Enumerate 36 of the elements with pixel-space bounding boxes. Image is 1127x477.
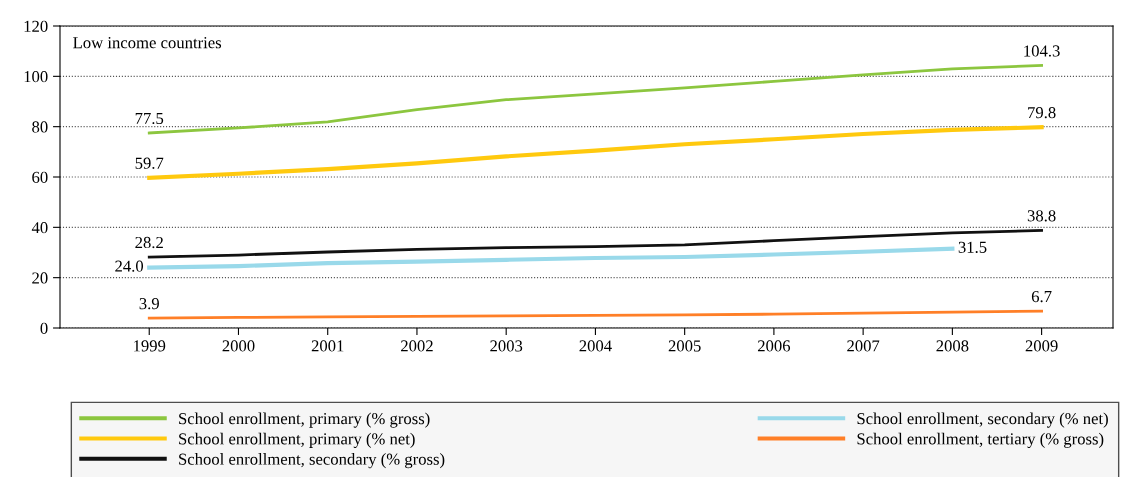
y-tick-label: 0 [40,322,48,334]
data-label: 24.0 [115,260,144,272]
x-tick-label: 2001 [311,340,344,352]
x-tick-label: 2007 [847,340,880,352]
y-tick-label: 60 [32,171,48,183]
x-tick-label: 2000 [222,340,255,352]
data-label: 6.7 [1031,291,1052,303]
data-label: 38.8 [1027,210,1056,222]
data-label: 59.7 [135,157,164,169]
y-tick-label: 80 [32,121,48,133]
text: Low income countries [73,37,222,49]
data-label: 31.5 [958,241,987,253]
x-tick-label: 2005 [668,340,701,352]
data-label: 79.8 [1028,106,1056,119]
y-tick-label: 120 [24,20,48,32]
legend-label: School enrollment, primary (% net) [179,432,415,448]
x-tick-label: 2004 [579,340,612,352]
x-tick-label: 2002 [401,340,433,352]
legend-label: School enrollment, secondary (% gross) [179,453,445,469]
x-tick-label: 1999 [134,340,166,352]
legend-label: School enrollment, secondary (% net) [857,412,1108,428]
data-label: 3.9 [139,298,159,310]
legend-label: School enrollment, primary (% gross) [179,412,430,428]
data-label: 77.5 [135,112,164,125]
data-label: 104.3 [1024,45,1060,57]
line-series [147,246,955,270]
x-tick-label: 2009 [1025,340,1058,352]
y-tick-label: 20 [32,272,48,284]
line-series [147,309,1043,320]
x-tick-label: 2006 [757,340,791,352]
data-label: 28.2 [135,236,163,249]
y-tick-label: 100 [24,71,48,83]
x-tick-label: 2008 [936,340,969,352]
y-tick-label: 40 [31,222,48,234]
x-tick-label: 2003 [490,340,523,352]
legend-label: School enrollment, tertiary (% gross) [857,432,1104,448]
